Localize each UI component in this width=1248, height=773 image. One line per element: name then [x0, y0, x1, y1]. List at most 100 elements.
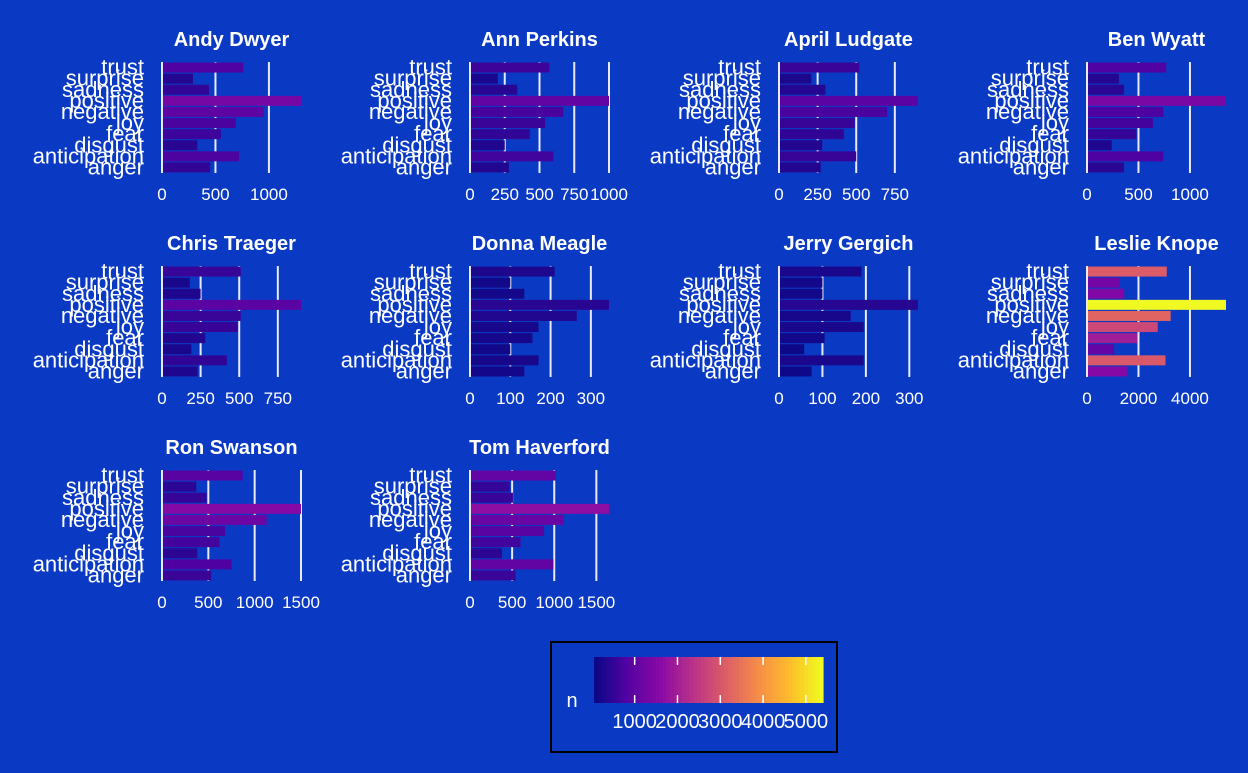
bar-anger [779, 162, 821, 173]
legend-gradient-segment [658, 657, 664, 703]
legend-gradient-segment [704, 657, 710, 703]
bar-positive [162, 299, 301, 310]
category-label: sadness [370, 281, 452, 306]
bar-fear [779, 333, 825, 344]
category-label: fear [723, 325, 761, 350]
legend-gradient-segment [784, 657, 790, 703]
legend-tick-label: 4000 [741, 711, 786, 733]
x-tick-label: 750 [560, 185, 588, 204]
category-label: joy [1040, 110, 1069, 135]
panel-title: Ann Perkins [481, 29, 598, 51]
legend-gradient-segment [662, 657, 668, 703]
category-label: anticipation [341, 347, 452, 372]
facet-panel: Ann Perkins trustsurprisesadnesspositiven… [341, 29, 628, 204]
legend-gradient-segment [685, 657, 691, 703]
legend-gradient-segment [651, 657, 656, 703]
category-label: trust [1026, 259, 1069, 284]
category-label: anger [705, 358, 761, 383]
bar-surprise [162, 277, 190, 288]
bar-surprise [162, 481, 197, 492]
category-label: disgust [74, 132, 144, 157]
bar-fear [779, 129, 844, 140]
bar-surprise [1087, 277, 1120, 288]
category-label: anger [1013, 358, 1069, 383]
category-label: sadness [62, 281, 144, 306]
x-tick-label: 0 [465, 389, 474, 408]
bar-anticipation [162, 151, 239, 162]
bar-fear [470, 129, 530, 140]
legend-gradient-segment [800, 657, 805, 703]
facet-panel: Leslie Knope trustsurprisesadnesspositive… [958, 233, 1226, 408]
bar-anticipation [1087, 151, 1164, 162]
category-label: fear [106, 529, 144, 554]
bar-positive [779, 95, 918, 106]
bar-joy [162, 322, 238, 333]
legend-gradient-segment [689, 657, 694, 703]
x-tick-label: 500 [1124, 185, 1152, 204]
bar-joy [1087, 118, 1153, 129]
legend-box [550, 641, 838, 753]
bar-anger [470, 570, 516, 581]
x-tick-label: 100 [808, 389, 836, 408]
category-label: negative [369, 99, 452, 124]
x-tick-label: 1500 [282, 593, 320, 612]
legend-gradient-segment [796, 657, 801, 703]
x-tick-label: 1000 [1171, 185, 1209, 204]
category-label: positive [377, 496, 452, 521]
panel-title: Leslie Knope [1094, 233, 1218, 255]
category-label: sadness [62, 77, 144, 102]
bar-anger [470, 162, 509, 173]
category-label: fear [106, 325, 144, 350]
bar-anticipation [1087, 355, 1166, 366]
category-label: negative [61, 507, 144, 532]
legend-gradient-segment [803, 657, 809, 703]
bar-fear [162, 333, 206, 344]
category-label: trust [101, 463, 144, 488]
category-label: disgust [999, 336, 1069, 361]
legend-gradient-segment [777, 657, 782, 703]
x-tick-label: 1000 [250, 185, 288, 204]
facet-panel: Tom Haverford trustsurprisesadnesspositiv… [341, 437, 616, 612]
legend-gradient-segment [761, 657, 767, 703]
legend-gradient-segment [712, 657, 717, 703]
legend-gradient-segment [681, 657, 687, 703]
legend-gradient-segment [620, 657, 626, 703]
category-label: joy [423, 110, 452, 135]
bar-disgust [779, 344, 805, 355]
category-label: fear [414, 529, 452, 554]
bar-disgust [470, 344, 511, 355]
category-label: disgust [691, 336, 761, 361]
x-tick-label: 500 [842, 185, 870, 204]
legend-title: n [566, 690, 577, 712]
panel-title: Donna Meagle [472, 233, 608, 255]
bar-negative [470, 106, 564, 117]
category-label: surprise [374, 66, 452, 91]
x-tick-label: 200 [536, 389, 564, 408]
category-label: trust [718, 55, 761, 80]
legend-tick-label: 5000 [784, 711, 829, 733]
bar-surprise [1087, 73, 1119, 84]
bar-anger [162, 162, 211, 173]
bar-negative [779, 310, 851, 321]
category-label: anger [396, 154, 452, 179]
bar-anger [1087, 162, 1125, 173]
legend-gradient-segment [635, 657, 641, 703]
bar-positive [470, 95, 609, 106]
facet-panel: April Ludgate trustsurprisesadnesspositiv… [650, 29, 918, 204]
bar-joy [779, 322, 864, 333]
bar-disgust [470, 548, 503, 559]
category-label: positive [69, 292, 144, 317]
x-tick-label: 500 [525, 185, 553, 204]
category-label: trust [1026, 55, 1069, 80]
legend-gradient-segment [605, 657, 610, 703]
category-label: fear [106, 121, 144, 146]
category-label: joy [1040, 314, 1069, 339]
category-label: disgust [74, 540, 144, 565]
legend-gradient-segment [666, 657, 671, 703]
x-tick-label: 0 [465, 185, 474, 204]
category-label: anger [1013, 154, 1069, 179]
bar-trust [162, 470, 243, 481]
bar-sadness [1087, 84, 1125, 95]
legend-gradient-segment [693, 657, 698, 703]
